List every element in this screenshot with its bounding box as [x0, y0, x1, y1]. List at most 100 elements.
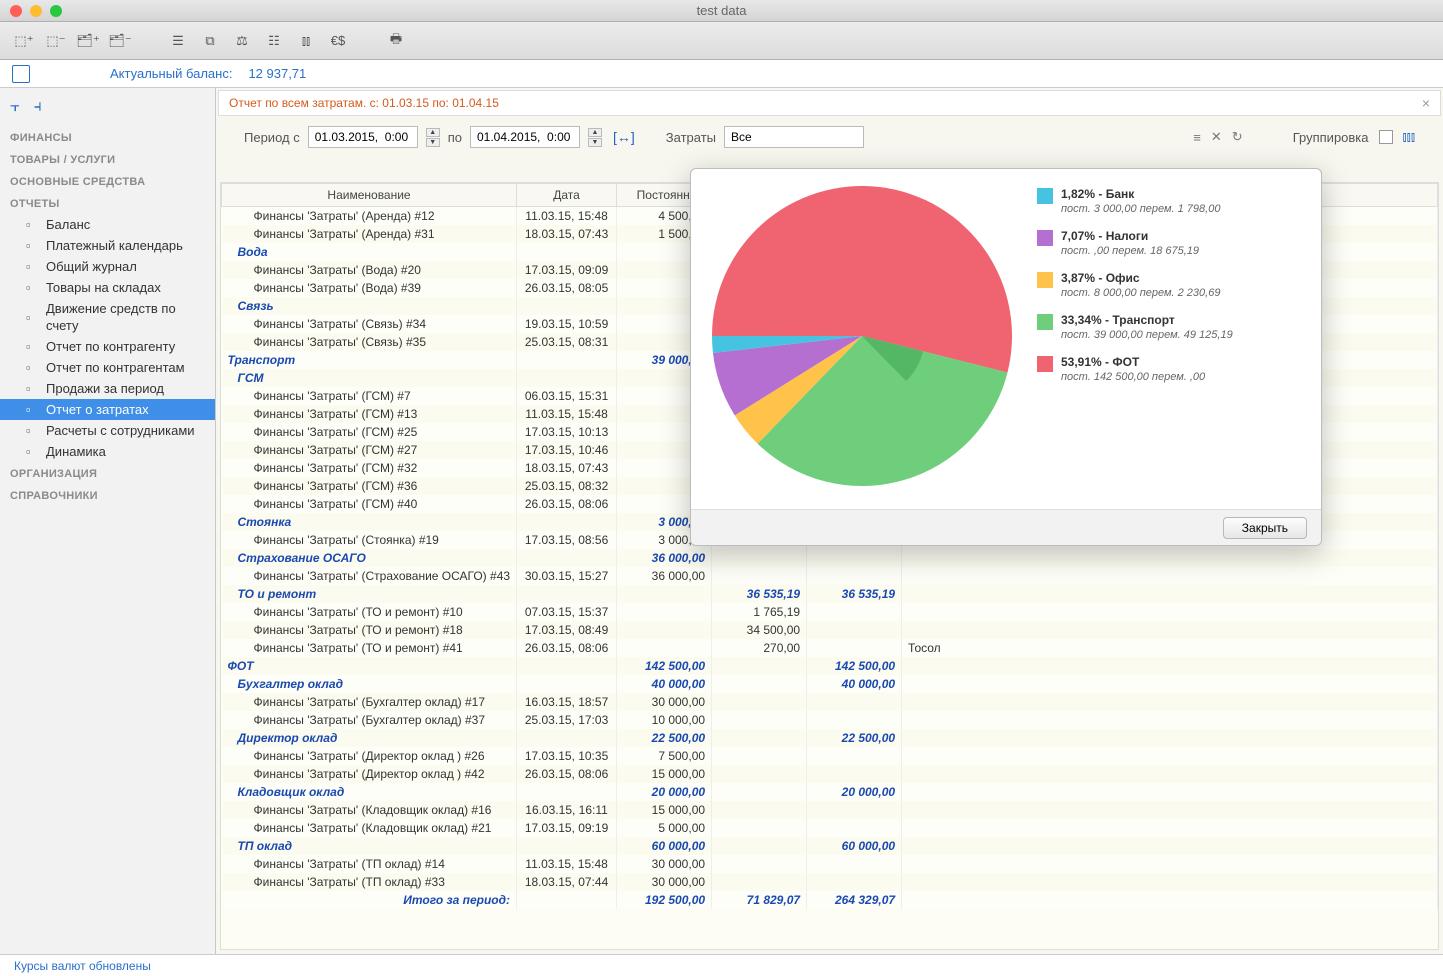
- sidebar-item-icon: ▫: [26, 237, 40, 254]
- period-to-stepper[interactable]: ▲▼: [588, 128, 602, 147]
- table-row[interactable]: Финансы 'Затраты' (ТП оклад) #1411.03.15…: [222, 855, 1438, 873]
- legend-detail: пост. 142 500,00 перем. ,00: [1061, 371, 1205, 383]
- toolbar-print-icon[interactable]: 🖶: [384, 29, 408, 53]
- report-title: Отчет по всем затратам. с: 01.03.15 по: …: [229, 96, 499, 110]
- sidebar-item[interactable]: ▫ Отчет о затратах: [0, 399, 215, 420]
- group-label: Группировка: [1293, 130, 1369, 145]
- sidebar-item[interactable]: ▫Расчеты с сотрудниками: [0, 420, 215, 441]
- toolbar-btn-4[interactable]: 🗂⁻: [108, 29, 132, 53]
- sidebar-group[interactable]: ФИНАНСЫ: [0, 126, 215, 148]
- chart-close-button[interactable]: Закрыть: [1223, 517, 1307, 539]
- sidebar-item[interactable]: ▫Баланс: [0, 214, 215, 235]
- costs-select[interactable]: [724, 126, 864, 148]
- costs-label: Затраты: [666, 130, 716, 145]
- chart-legend: 1,82% - Банкпост. 3 000,00 перем. 1 798,…: [1037, 181, 1305, 497]
- table-row[interactable]: Финансы 'Затраты' (Бухгалтер оклад) #171…: [222, 693, 1438, 711]
- table-row[interactable]: Финансы 'Затраты' (ТО и ремонт) #4126.03…: [222, 639, 1438, 657]
- period-expand-button[interactable]: [↔]: [610, 129, 638, 145]
- table-total-row: Итого за период:192 500,0071 829,07264 3…: [222, 891, 1438, 909]
- legend-swatch: [1037, 272, 1053, 288]
- sidebar-item-icon: ▫: [26, 338, 40, 355]
- table-row[interactable]: Кладовщик оклад20 000,0020 000,00: [222, 783, 1438, 801]
- table-row[interactable]: Страхование ОСАГО36 000,00: [222, 549, 1438, 567]
- sidebar-item[interactable]: ▫ Платежный календарь: [0, 235, 215, 256]
- sidebar-item[interactable]: ▫Общий журнал: [0, 256, 215, 277]
- group-checkbox[interactable]: [1379, 130, 1393, 144]
- legend-label: 33,34% - Транспорт: [1061, 313, 1175, 327]
- toolbar-tree-icon[interactable]: ☷: [262, 29, 286, 53]
- sidebar-item-label: Отчет о затратах: [46, 401, 149, 418]
- view-lines-icon[interactable]: ≡: [1193, 130, 1201, 145]
- sidebar-item-icon: ▫: [26, 359, 40, 376]
- table-row[interactable]: Финансы 'Затраты' (ТП оклад) #3318.03.15…: [222, 873, 1438, 891]
- table-row[interactable]: ТП оклад60 000,0060 000,00: [222, 837, 1438, 855]
- sidebar-tool-2[interactable]: ⫞: [34, 98, 42, 116]
- sidebar-item-icon: ▫: [26, 401, 40, 418]
- sidebar-item[interactable]: ▫Отчет по контрагентам: [0, 357, 215, 378]
- sidebar-item[interactable]: ▫Продажи за период: [0, 378, 215, 399]
- toolbar-balance-icon[interactable]: ⚖: [230, 29, 254, 53]
- table-row[interactable]: Финансы 'Затраты' (Директор оклад ) #261…: [222, 747, 1438, 765]
- sidebar-item-label: Общий журнал: [46, 258, 137, 275]
- sidebar-item-icon: ▫: [26, 279, 40, 296]
- sidebar-item-label: Платежный календарь: [46, 237, 183, 254]
- sidebar-item[interactable]: ▫Движение средств по счету: [0, 298, 215, 336]
- titlebar: test data: [0, 0, 1443, 22]
- legend-detail: пост. 8 000,00 перем. 2 230,69: [1061, 287, 1220, 299]
- legend-item: 7,07% - Налогипост. ,00 перем. 18 675,19: [1037, 229, 1305, 257]
- sidebar-item-icon: ▫: [26, 443, 40, 460]
- toolbar-btn-2[interactable]: ⬚⁻: [44, 29, 68, 53]
- sidebar-group[interactable]: ОТЧЕТЫ: [0, 192, 215, 214]
- sidebar-item[interactable]: ▫Отчет по контрагенту: [0, 336, 215, 357]
- legend-swatch: [1037, 314, 1053, 330]
- sidebar-item[interactable]: ▫ Товары на складах: [0, 277, 215, 298]
- table-row[interactable]: ТО и ремонт36 535,1936 535,19: [222, 585, 1438, 603]
- table-row[interactable]: Бухгалтер оклад40 000,0040 000,00: [222, 675, 1438, 693]
- table-row[interactable]: Финансы 'Затраты' (ТО и ремонт) #1007.03…: [222, 603, 1438, 621]
- sidebar: ⫟ ⫞ ФИНАНСЫТОВАРЫ / УСЛУГИОСНОВНЫЕ СРЕДС…: [0, 88, 216, 954]
- period-to-input[interactable]: [470, 126, 580, 148]
- sidebar-item[interactable]: ▫Динамика: [0, 441, 215, 462]
- table-row[interactable]: Директор оклад22 500,0022 500,00: [222, 729, 1438, 747]
- legend-label: 1,82% - Банк: [1061, 187, 1134, 201]
- period-from-label: Период с: [244, 130, 300, 145]
- legend-item: 53,91% - ФОТ пост. 142 500,00 перем. ,00: [1037, 355, 1305, 383]
- legend-item: 1,82% - Банкпост. 3 000,00 перем. 1 798,…: [1037, 187, 1305, 215]
- chart-toggle-icon[interactable]: ⫾⫾⫾: [1403, 129, 1415, 145]
- period-to-label: по: [448, 130, 462, 145]
- toolbar-list-icon[interactable]: ☰: [166, 29, 190, 53]
- toolbar-btn-1[interactable]: ⬚⁺: [12, 29, 36, 53]
- sidebar-tool-1[interactable]: ⫟: [10, 98, 20, 116]
- balance-label: Актуальный баланс:: [110, 66, 232, 81]
- refresh-icon[interactable]: ↻: [1232, 129, 1243, 145]
- toolbar-btn-3[interactable]: 🗂⁺: [76, 29, 100, 53]
- table-row[interactable]: Финансы 'Затраты' (Директор оклад ) #422…: [222, 765, 1438, 783]
- table-row[interactable]: Финансы 'Затраты' (ТО и ремонт) #1817.03…: [222, 621, 1438, 639]
- legend-label: 53,91% - ФОТ: [1061, 355, 1139, 369]
- table-row[interactable]: Финансы 'Затраты' (Страхование ОСАГО) #4…: [222, 567, 1438, 585]
- col-date[interactable]: Дата: [517, 184, 617, 207]
- view-cross-icon[interactable]: ✕: [1211, 129, 1222, 145]
- report-close-button[interactable]: ×: [1422, 95, 1430, 111]
- sidebar-item-icon: ▫: [26, 216, 40, 233]
- sidebar-group[interactable]: СПРАВОЧНИКИ: [0, 484, 215, 506]
- table-row[interactable]: Финансы 'Затраты' (Кладовщик оклад) #161…: [222, 801, 1438, 819]
- table-row[interactable]: Финансы 'Затраты' (Кладовщик оклад) #211…: [222, 819, 1438, 837]
- table-row[interactable]: Финансы 'Затраты' (Бухгалтер оклад) #372…: [222, 711, 1438, 729]
- toolbar-chart-icon[interactable]: ⫾⫾: [294, 29, 318, 53]
- sidebar-toggle-button[interactable]: [12, 65, 30, 83]
- sidebar-group[interactable]: ОРГАНИЗАЦИЯ: [0, 462, 215, 484]
- sidebar-item-label: Товары на складах: [46, 279, 161, 296]
- sidebar-group[interactable]: ОСНОВНЫЕ СРЕДСТВА: [0, 170, 215, 192]
- period-from-input[interactable]: [308, 126, 418, 148]
- col-name[interactable]: Наименование: [222, 184, 517, 207]
- legend-detail: пост. 39 000,00 перем. 49 125,19: [1061, 329, 1233, 341]
- toolbar-doc-icon[interactable]: ⧉: [198, 29, 222, 53]
- legend-swatch: [1037, 188, 1053, 204]
- period-from-stepper[interactable]: ▲▼: [426, 128, 440, 147]
- table-row[interactable]: ФОТ142 500,00142 500,00: [222, 657, 1438, 675]
- legend-swatch: [1037, 356, 1053, 372]
- main-toolbar: ⬚⁺ ⬚⁻ 🗂⁺ 🗂⁻ ☰ ⧉ ⚖ ☷ ⫾⫾ €$ 🖶: [0, 22, 1443, 60]
- sidebar-group[interactable]: ТОВАРЫ / УСЛУГИ: [0, 148, 215, 170]
- toolbar-currency-icon[interactable]: €$: [326, 29, 350, 53]
